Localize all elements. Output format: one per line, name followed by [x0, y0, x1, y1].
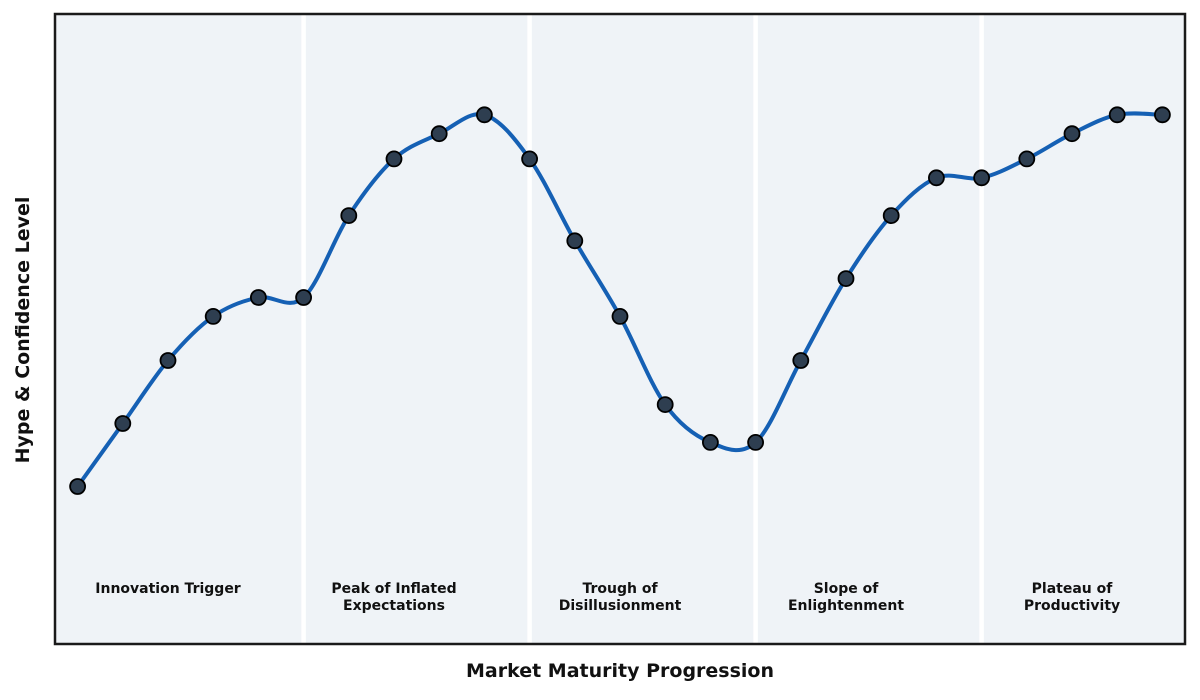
data-point-marker-10 — [521, 150, 538, 168]
data-point-marker-4 — [249, 289, 267, 306]
data-point-marker-16 — [792, 352, 810, 369]
phase-label-innovation-trigger: Innovation Trigger — [95, 581, 241, 597]
data-point-marker-18 — [882, 207, 900, 225]
data-point-marker-7 — [385, 150, 403, 168]
data-point-marker-13 — [656, 396, 674, 414]
data-point-marker-17 — [837, 270, 855, 288]
phase-label-trough-of-disillusionment: Trough of Disillusionment — [558, 581, 682, 614]
data-point-marker-1 — [114, 415, 132, 432]
data-point-marker-14 — [702, 433, 719, 451]
data-point-marker-15 — [747, 433, 764, 451]
data-point-marker-19 — [928, 169, 945, 187]
phase-label-plateau-of-productivity: Plateau of Productivity — [1023, 581, 1121, 614]
x-axis-label: Market Maturity Progression — [465, 660, 775, 682]
data-point-marker-22 — [1063, 125, 1081, 143]
data-point-marker-9 — [475, 106, 493, 124]
phase-band-background — [55, 14, 1185, 644]
data-point-marker-0 — [69, 478, 86, 495]
phase-label-slope-of-enlightenment: Slope of Enlightenment — [787, 581, 905, 614]
data-point-marker-3 — [204, 307, 222, 325]
data-point-marker-2 — [159, 352, 177, 369]
data-point-marker-6 — [340, 207, 358, 225]
data-point-marker-23 — [1108, 106, 1126, 124]
data-point-marker-20 — [973, 169, 990, 187]
data-point-marker-12 — [611, 307, 629, 325]
data-point-marker-24 — [1154, 106, 1171, 124]
data-point-marker-11 — [566, 232, 584, 250]
y-axis-label: Hype & Confidence Level — [12, 196, 34, 464]
phase-label-peak-of-inflated-expectations: Peak of Inflated Expectations — [331, 581, 457, 614]
data-point-marker-5 — [295, 289, 313, 306]
data-point-marker-21 — [1018, 150, 1036, 168]
data-point-marker-8 — [430, 125, 448, 143]
axes-border — [53, 12, 1187, 646]
